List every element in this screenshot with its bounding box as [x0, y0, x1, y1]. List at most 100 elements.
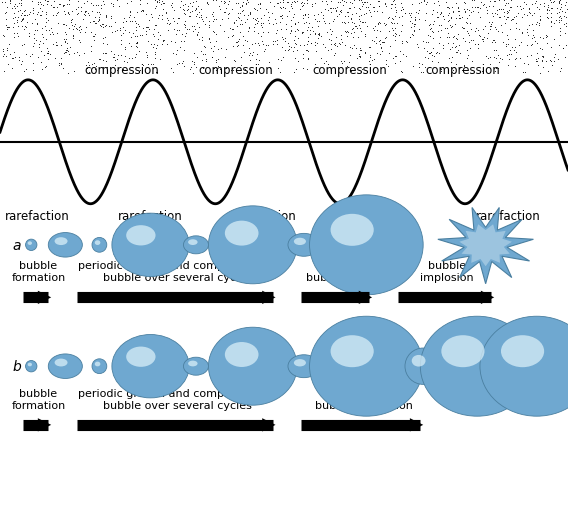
Point: [125, 9, 134, 17]
Point: [98, 21, 107, 29]
Point: [347, 68, 356, 76]
Point: [170, 39, 179, 47]
Point: [99, 35, 108, 43]
Point: [331, 41, 340, 49]
Point: [546, 5, 556, 13]
Point: [188, 23, 197, 31]
Point: [79, 0, 88, 8]
Point: [428, 28, 437, 36]
Point: [132, 33, 141, 41]
Point: [233, 10, 243, 18]
Text: rarefaction: rarefaction: [345, 210, 410, 222]
Point: [239, 49, 248, 57]
Point: [120, 58, 129, 66]
Point: [428, 35, 437, 43]
Point: [320, 6, 329, 14]
Point: [486, 61, 495, 69]
Point: [235, 29, 244, 37]
Point: [417, 61, 427, 69]
Point: [88, 2, 97, 10]
Point: [483, 10, 492, 18]
Point: [241, 1, 250, 9]
Point: [536, 1, 545, 9]
Point: [343, 33, 352, 41]
Point: [471, 40, 480, 48]
Point: [561, 53, 568, 62]
Point: [293, 19, 302, 27]
Point: [341, 28, 350, 36]
Point: [508, 16, 517, 24]
Point: [203, 0, 212, 7]
Point: [526, 52, 535, 60]
Point: [60, 38, 69, 46]
Point: [19, 15, 28, 23]
Point: [545, 0, 554, 6]
Point: [131, 39, 140, 47]
Point: [532, 40, 541, 48]
Point: [8, 24, 17, 32]
Point: [344, 13, 353, 21]
Point: [81, 24, 90, 33]
Point: [161, 9, 170, 17]
Point: [449, 67, 458, 75]
Ellipse shape: [26, 240, 37, 251]
Point: [154, 36, 163, 44]
Point: [436, 21, 445, 30]
Point: [456, 49, 465, 58]
Point: [286, 28, 295, 36]
Point: [425, 25, 434, 34]
Point: [314, 35, 323, 43]
Point: [153, 69, 162, 77]
Point: [168, 4, 177, 12]
Point: [90, 33, 99, 41]
Point: [514, 42, 523, 50]
Point: [185, 25, 194, 34]
Point: [177, 0, 186, 7]
Point: [454, 8, 463, 16]
Point: [453, 5, 462, 13]
Point: [484, 3, 493, 11]
Point: [485, 53, 494, 62]
Point: [340, 58, 349, 66]
Point: [391, 60, 400, 68]
Point: [290, 0, 299, 7]
Point: [198, 37, 207, 45]
Point: [532, 58, 541, 66]
Point: [546, 23, 556, 32]
Point: [452, 1, 461, 9]
Point: [482, 7, 491, 15]
Point: [3, 61, 12, 69]
Point: [490, 37, 499, 45]
Point: [410, 22, 419, 31]
Point: [210, 65, 219, 73]
Point: [262, 6, 271, 14]
Point: [462, 46, 471, 54]
Point: [546, 0, 555, 7]
Point: [510, 36, 519, 44]
Point: [152, 0, 161, 6]
Point: [91, 63, 101, 71]
Point: [112, 67, 122, 75]
Point: [326, 9, 335, 17]
Point: [51, 12, 60, 20]
Point: [523, 12, 532, 20]
Point: [80, 50, 89, 58]
Point: [464, 52, 473, 60]
Point: [18, 42, 27, 50]
Point: [200, 43, 209, 51]
Point: [24, 33, 34, 41]
Point: [57, 60, 66, 68]
Point: [284, 0, 293, 8]
Point: [478, 36, 487, 44]
Point: [116, 51, 126, 60]
Point: [119, 19, 128, 27]
Point: [553, 10, 562, 18]
Point: [341, 20, 350, 28]
Point: [113, 65, 122, 73]
Point: [561, 9, 568, 17]
Point: [542, 14, 552, 22]
Point: [131, 27, 140, 36]
Point: [42, 63, 51, 71]
Point: [504, 13, 513, 21]
Point: [56, 42, 65, 50]
